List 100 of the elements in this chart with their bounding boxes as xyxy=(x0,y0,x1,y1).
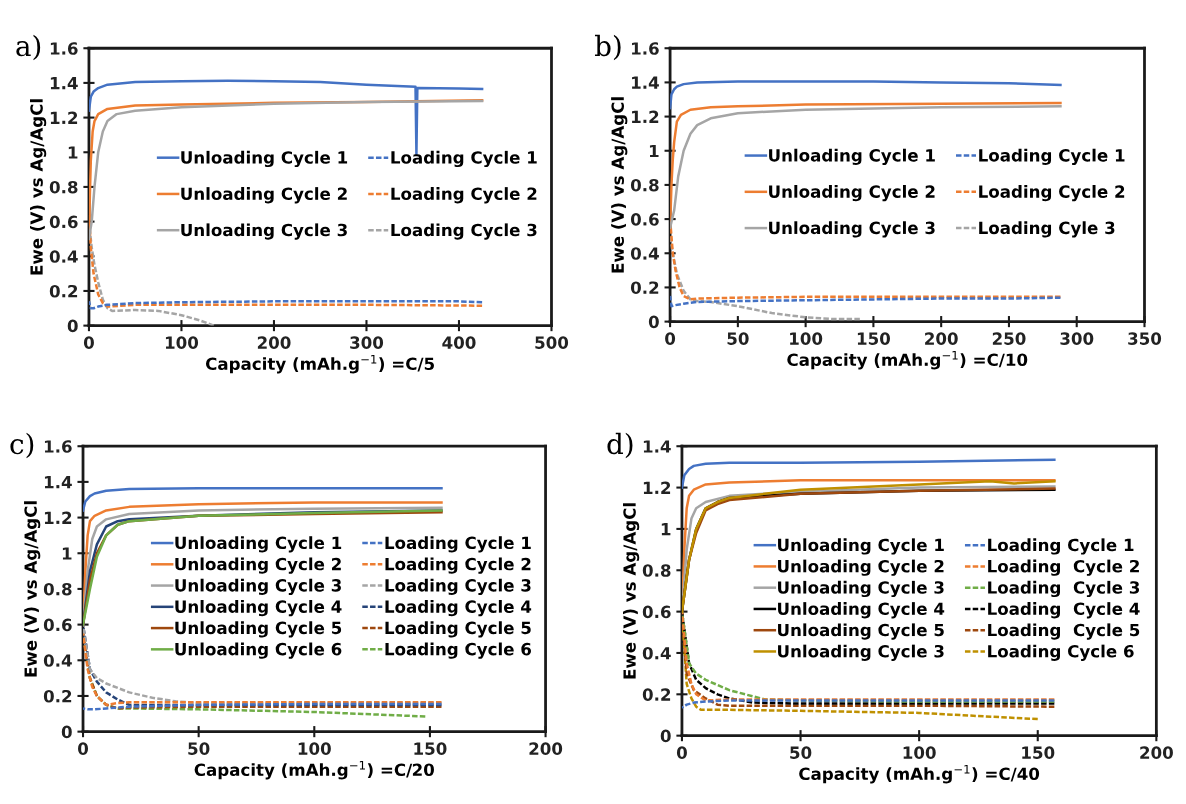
x-tick-label: 150 xyxy=(1022,746,1055,759)
legend-label: Unloading Cycle 5 xyxy=(778,623,944,640)
y-axis-title: Ewe (V) vs Ag/AgCl xyxy=(622,503,640,679)
legend-label: Loading Cyle 3 xyxy=(979,221,1115,238)
x-axis-title: Capacity (mAh.g$^{−1}$) =C/20 xyxy=(194,760,434,780)
legend-label: Loading Cycle 3 xyxy=(988,580,1140,598)
legend-label: Loading Cycle 6 xyxy=(385,642,532,659)
y-tick-label: 1 xyxy=(62,547,72,560)
y-tick-label: 0.8 xyxy=(642,564,671,577)
legend-label: Loading Cycle 1 xyxy=(979,148,1125,165)
legend-label: Loading Cycle 1 xyxy=(988,538,1134,555)
y-axis-title: Ewe (V) vs Ag/AgCl xyxy=(24,501,41,677)
x-tick-label: 400 xyxy=(442,336,476,349)
y-tick-label: 0.8 xyxy=(49,180,78,194)
legend-label: Loading Cycle 2 xyxy=(988,559,1139,576)
legend-label: Unloading Cycle 4 xyxy=(778,602,945,619)
x-tick-label: 200 xyxy=(257,336,291,349)
y-tick-label: 0 xyxy=(67,319,78,333)
x-axis-title: Capacity (mAh.g$^{−1}$) =C/40 xyxy=(799,764,1040,784)
legend-label: Unloading Cycle 2 xyxy=(769,184,935,202)
legend-label: Unloading Cycle 3 xyxy=(181,223,347,240)
y-tick-label: 1.2 xyxy=(632,110,659,123)
y-tick-label: 0.4 xyxy=(642,646,671,660)
x-tick-label: 300 xyxy=(1060,332,1094,345)
legend-label: Loading Cycle 3 xyxy=(391,223,537,240)
legend-label: Loading Cycle 2 xyxy=(385,557,531,574)
y-axis-title: Ewe (V) vs Ag/AgCl xyxy=(611,97,628,273)
x-tick-label: 0 xyxy=(78,742,89,755)
x-tick-label: 250 xyxy=(992,332,1026,345)
y-tick-label: 1.2 xyxy=(44,511,72,524)
x-tick-label: 150 xyxy=(857,332,890,345)
y-tick-label: 0.2 xyxy=(43,689,72,703)
legend-label: Loading Cycle 5 xyxy=(385,621,531,638)
y-tick-label: 0.6 xyxy=(49,215,78,229)
x-tick-label: 0 xyxy=(676,746,687,759)
y-tick-label: 0.4 xyxy=(49,250,78,263)
legend-label: Unloading Cycle 1 xyxy=(778,538,944,555)
y-tick-label: 1.4 xyxy=(632,76,659,89)
legend-label: Unloading Cycle 3 xyxy=(175,578,341,595)
y-tick-label: 1 xyxy=(661,523,671,536)
y-tick-label: 0.6 xyxy=(43,618,72,632)
y-tick-label: 1.2 xyxy=(50,111,78,124)
x-tick-label: 150 xyxy=(414,742,447,755)
legend-label: Loading Cycle 4 xyxy=(988,602,1140,619)
legend-label: Unloading Cycle 3 xyxy=(769,221,935,238)
legend-label: Loading Cycle 6 xyxy=(988,644,1134,661)
legend-label: Loading Cycle 2 xyxy=(979,184,1125,202)
y-tick-label: 0 xyxy=(660,729,671,743)
y-tick-label: 1.4 xyxy=(643,440,671,453)
y-tick-label: 1 xyxy=(68,146,78,159)
legend-label: Unloading Cycle 5 xyxy=(175,621,342,638)
legend-label: Loading Cycle 2 xyxy=(391,187,537,204)
y-tick-label: 1.4 xyxy=(50,77,78,90)
legend-label: Loading Cycle 1 xyxy=(391,150,537,168)
x-tick-label: 300 xyxy=(350,336,384,349)
x-tick-label: 100 xyxy=(903,746,936,759)
y-tick-label: 0.8 xyxy=(630,178,659,192)
legend-label: Unloading Cycle 2 xyxy=(778,559,944,576)
x-tick-label: 100 xyxy=(298,742,331,755)
x-tick-label: 500 xyxy=(535,336,569,349)
legend-label: Loading Cycle 5 xyxy=(988,623,1140,640)
y-tick-label: 1.4 xyxy=(44,476,72,489)
x-tick-label: 200 xyxy=(1140,746,1173,759)
x-tick-label: 100 xyxy=(165,336,199,349)
y-tick-label: 0.6 xyxy=(630,213,659,226)
legend-label: Unloading Cycle 2 xyxy=(175,557,341,574)
y-tick-label: 1.6 xyxy=(50,42,78,55)
y-tick-label: 0.4 xyxy=(43,654,72,667)
y-axis-title: Ewe (V) vs Ag/AgCl xyxy=(29,99,47,275)
legend-label: Unloading Cycle 1 xyxy=(769,148,935,165)
legend-label: Unloading Cycle 6 xyxy=(175,642,342,659)
y-tick-label: 0.4 xyxy=(630,247,659,260)
legend-label: Loading Cycle 4 xyxy=(385,599,532,617)
y-tick-label: 0.2 xyxy=(642,688,671,701)
y-tick-label: 0.6 xyxy=(642,605,671,619)
y-tick-label: 1.2 xyxy=(643,481,671,494)
y-tick-label: 1.6 xyxy=(44,440,72,453)
legend-label: Unloading Cycle 3 xyxy=(778,580,944,598)
y-tick-label: 0.8 xyxy=(43,582,72,596)
chart-title: d) xyxy=(607,432,633,459)
y-tick-label: 0 xyxy=(61,725,72,739)
legend-label: Unloading Cycle 1 xyxy=(181,150,348,168)
x-axis-title: Capacity (mAh.g$^{−1}$) =C/10 xyxy=(787,350,1028,370)
y-tick-label: 1.6 xyxy=(632,42,659,55)
legend-label: Loading Cycle 3 xyxy=(385,578,531,595)
chart-title: c) xyxy=(10,432,34,459)
y-tick-label: 0.2 xyxy=(49,284,78,298)
legend-label: Unloading Cycle 3 xyxy=(778,644,944,661)
chart-title: a) xyxy=(16,34,41,61)
x-tick-label: 50 xyxy=(727,332,749,345)
chart-title: b) xyxy=(594,34,621,61)
legend-label: Unloading Cycle 1 xyxy=(175,536,342,553)
y-tick-label: 1 xyxy=(649,144,659,158)
x-tick-label: 50 xyxy=(188,742,210,755)
x-tick-label: 200 xyxy=(529,742,563,755)
y-tick-label: 0 xyxy=(648,315,659,329)
x-tick-label: 350 xyxy=(1128,332,1162,345)
x-tick-label: 50 xyxy=(790,746,812,759)
legend-label: Unloading Cycle 2 xyxy=(181,187,347,204)
y-tick-label: 0.2 xyxy=(630,281,659,294)
